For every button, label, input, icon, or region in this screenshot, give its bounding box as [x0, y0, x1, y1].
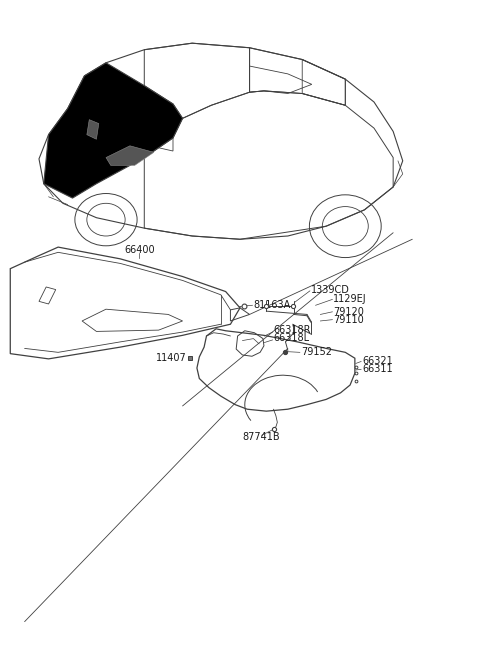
Text: 79110: 79110 — [333, 314, 364, 325]
Polygon shape — [87, 120, 99, 140]
Text: 1339CD: 1339CD — [311, 284, 350, 295]
Text: 79152: 79152 — [301, 347, 332, 358]
Polygon shape — [106, 146, 154, 166]
Text: 79120: 79120 — [333, 307, 364, 317]
Polygon shape — [44, 63, 182, 198]
Text: 66400: 66400 — [124, 246, 155, 255]
Text: 66318L: 66318L — [274, 333, 310, 343]
Text: 66318R: 66318R — [274, 325, 311, 335]
Text: 1129EJ: 1129EJ — [333, 294, 367, 305]
Text: 66311: 66311 — [362, 364, 393, 374]
Text: 66321: 66321 — [362, 356, 393, 367]
Text: 81163A: 81163A — [253, 300, 291, 310]
Text: 11407: 11407 — [156, 353, 187, 364]
Text: 87741B: 87741B — [243, 432, 280, 442]
